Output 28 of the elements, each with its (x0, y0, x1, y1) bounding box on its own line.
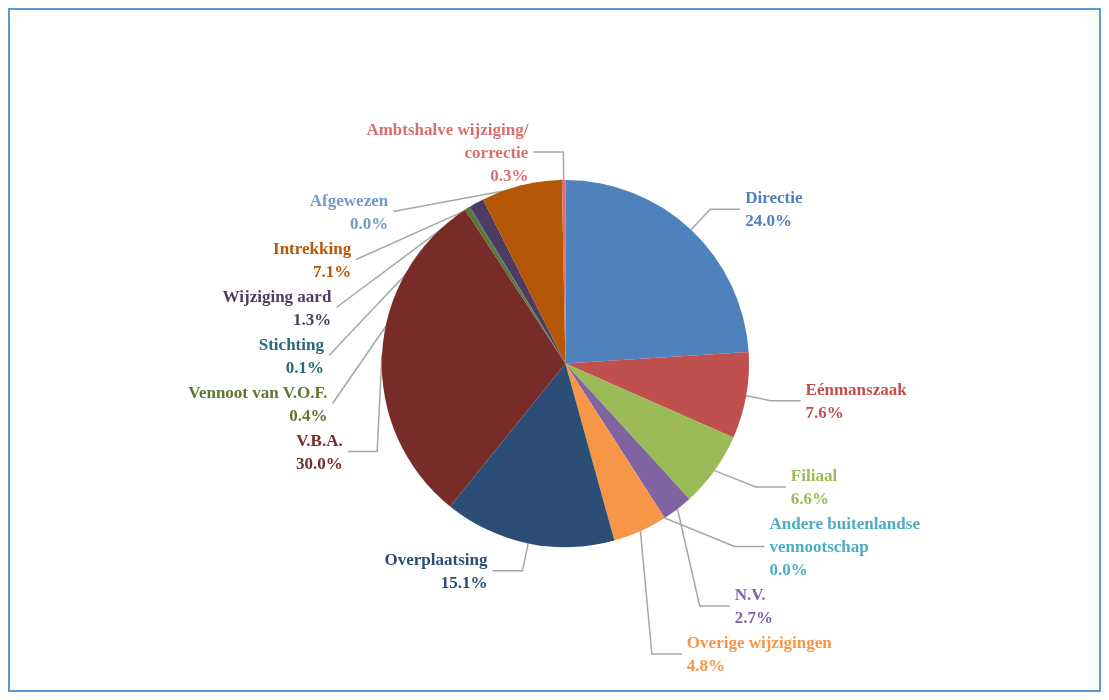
text: 0.0% (769, 559, 808, 579)
data-label: 15.1% (440, 572, 488, 592)
slice-label: Eénmanszaak (805, 379, 908, 399)
slice-label: Directie (745, 188, 803, 208)
data-label: 30.0% (295, 453, 343, 473)
slice-label: N.V. (734, 584, 766, 604)
slice-label: Overplaatsing (384, 549, 488, 569)
slice-label: Vennoot van V.O.F. (188, 382, 328, 402)
slice-label: Ambtshalve wijziging/correctie (366, 119, 529, 162)
category-label: Andere buitenlandse vennootschap (769, 513, 920, 556)
data-label: 0.4% (289, 405, 328, 425)
category-label: Afgewezen (309, 190, 389, 210)
data-label: 2.7% (734, 607, 773, 627)
text: 0.0% (349, 213, 389, 233)
data-label: 0.3% (490, 165, 529, 185)
data-label: 6.6% (790, 488, 830, 508)
data-label: 24.0% (745, 211, 792, 231)
slice-label: Wijziging aard (222, 286, 332, 306)
data-label: 7.1% (312, 261, 352, 281)
data-label: 7.6% (805, 402, 844, 422)
data-label: 1.3% (293, 309, 332, 329)
data-label: 4.8% (686, 655, 726, 675)
slice-label: Filiaal (790, 465, 838, 485)
data-label: 0.1% (285, 357, 324, 377)
slice-label: Stichting (258, 334, 325, 354)
slice-label: V.B.A. (296, 430, 343, 450)
slice-label: Intrekking (273, 238, 352, 258)
slice-label: Overige wijzigingen (686, 632, 833, 652)
